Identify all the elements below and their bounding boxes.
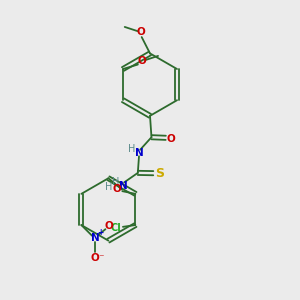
Text: O: O: [112, 184, 122, 194]
Text: N: N: [91, 233, 100, 243]
Text: H: H: [112, 177, 119, 188]
Text: S: S: [156, 167, 165, 180]
Text: N: N: [118, 181, 127, 191]
Text: O: O: [105, 221, 113, 231]
Text: N: N: [135, 148, 144, 158]
Text: H: H: [105, 182, 112, 192]
Text: ⁻: ⁻: [98, 254, 104, 264]
Text: O: O: [137, 27, 146, 37]
Text: H: H: [128, 144, 136, 154]
Text: O: O: [167, 134, 176, 144]
Text: O: O: [137, 56, 146, 66]
Text: O: O: [91, 253, 100, 263]
Text: +: +: [97, 228, 103, 237]
Text: Cl: Cl: [111, 223, 122, 233]
